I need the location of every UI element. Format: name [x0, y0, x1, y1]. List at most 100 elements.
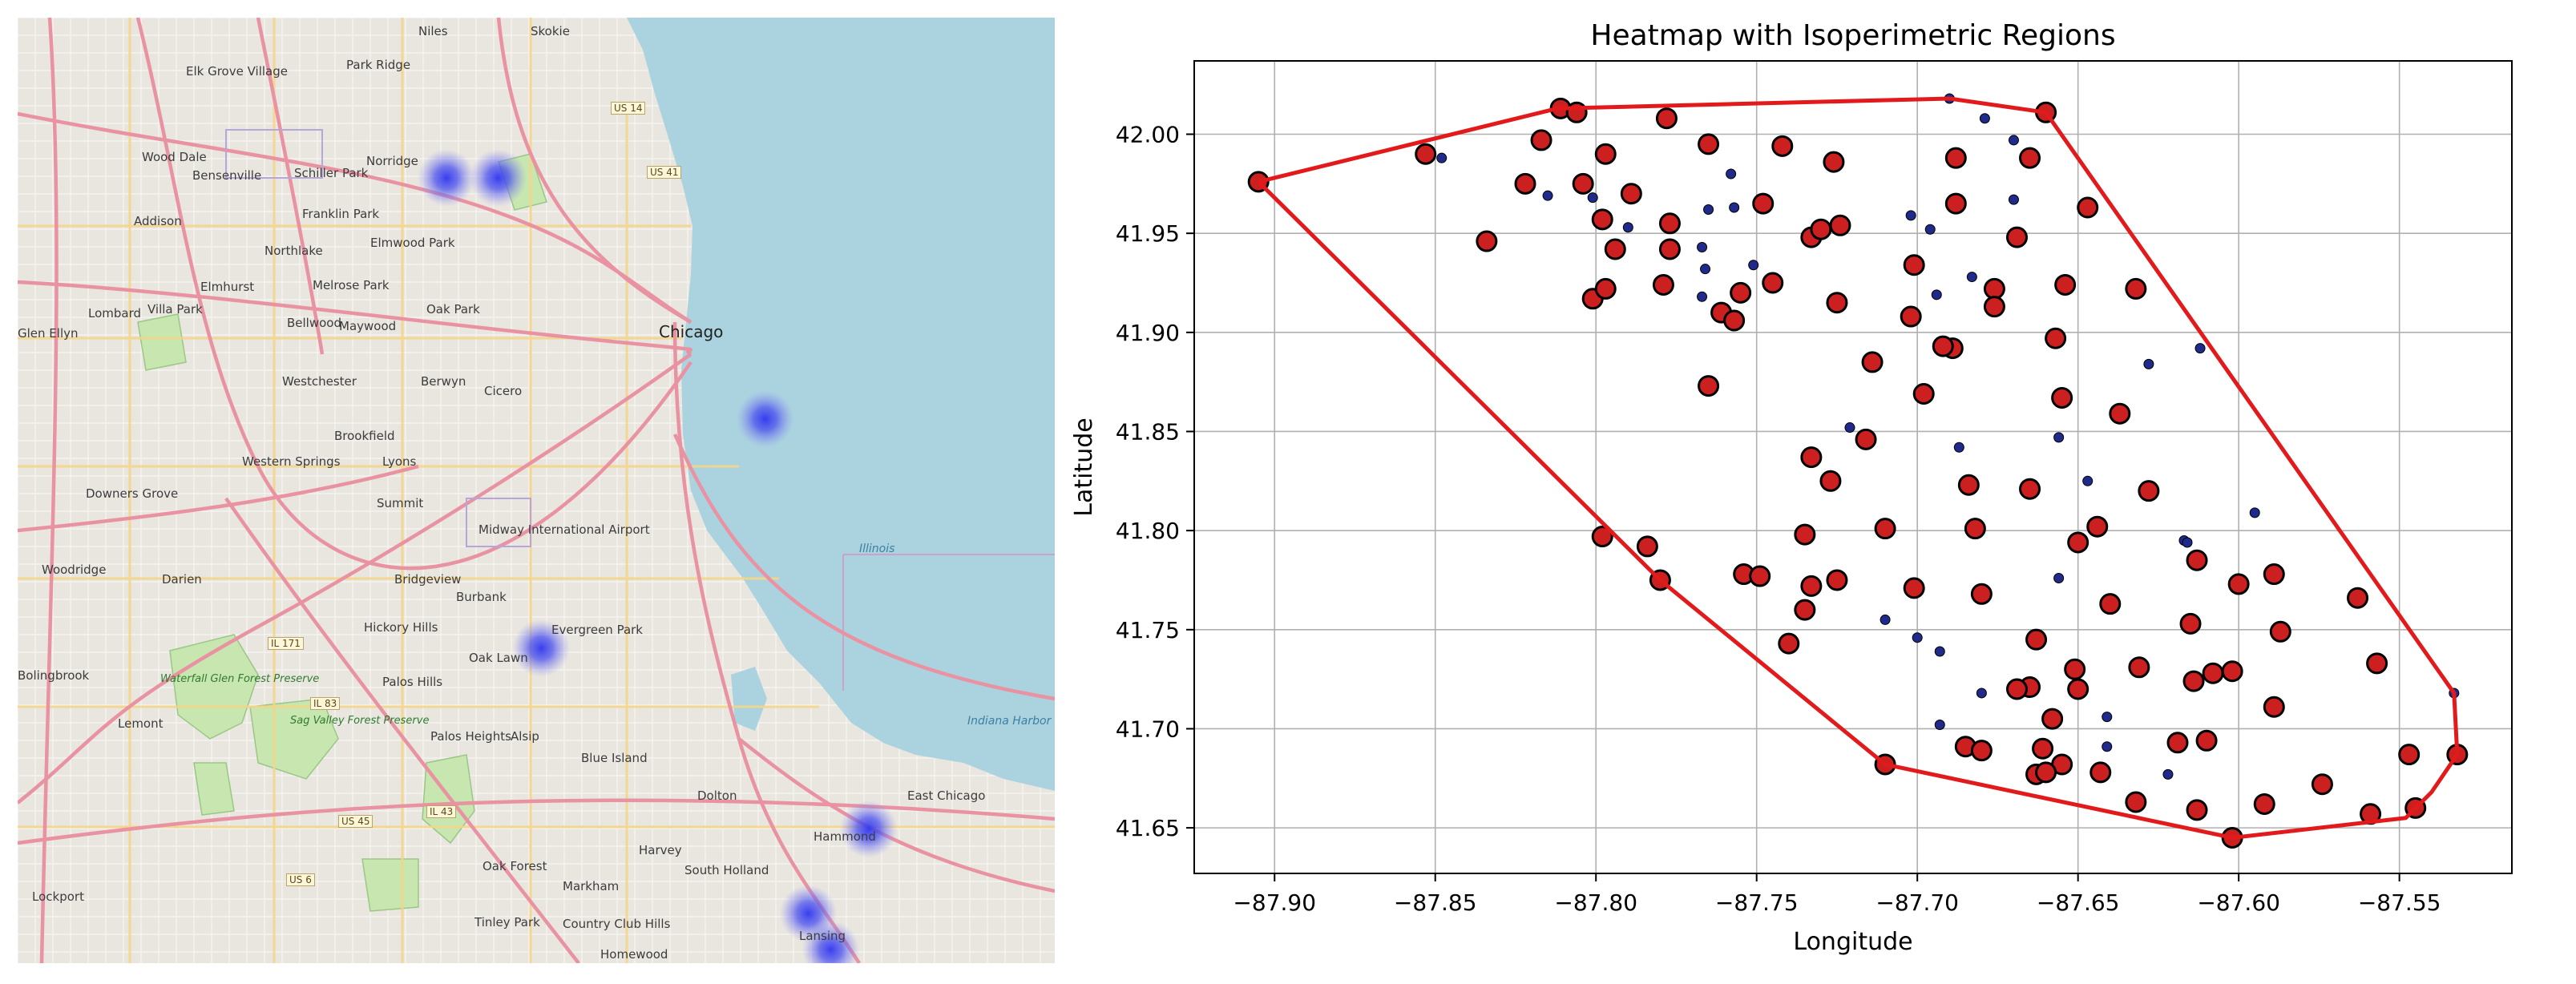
place-label-berwyn: Berwyn	[421, 374, 466, 389]
place-label-chicago: Chicago	[659, 322, 724, 341]
place-label-south-holland: South Holland	[684, 863, 769, 877]
data-point-large	[2179, 612, 2202, 635]
data-point-large	[1620, 183, 1642, 205]
data-point-large	[2019, 478, 2041, 500]
water-label-illinois: Illinois	[859, 542, 895, 555]
data-point-small	[2194, 343, 2206, 354]
lake-michigan	[627, 18, 1055, 791]
x-tick-label: −87.65	[2037, 889, 2120, 916]
place-label-palos-hills: Palos Hills	[382, 675, 443, 689]
data-point-large	[1826, 569, 1848, 591]
airports	[225, 129, 531, 547]
place-label-lockport: Lockport	[32, 889, 84, 904]
data-point-large	[2138, 480, 2160, 502]
data-point-large	[2019, 147, 2041, 169]
data-point-small	[1880, 614, 1891, 625]
data-point-large	[2089, 761, 2112, 784]
place-label-lemont: Lemont	[118, 716, 164, 731]
heat-spot	[512, 619, 571, 677]
place-label-cicero: Cicero	[484, 384, 523, 398]
x-tick-label: −87.70	[1875, 889, 1959, 916]
route-shield-il43: IL 43	[426, 805, 457, 818]
place-label-elk-grove: Elk Grove Village	[186, 64, 288, 79]
data-point-large	[2109, 402, 2131, 425]
place-label-elmhurst: Elmhurst	[200, 280, 255, 294]
data-point-large	[2099, 593, 2122, 615]
data-point-large	[2128, 656, 2150, 679]
data-point-small	[1697, 241, 1708, 252]
data-point-large	[1912, 382, 1935, 405]
place-label-homewood: Homewood	[600, 947, 668, 962]
place-label-oak-lawn: Oak Lawn	[469, 651, 528, 665]
data-point-large	[2398, 744, 2421, 766]
data-point-small	[1703, 204, 1714, 215]
heat-spot	[801, 921, 860, 963]
data-point-large	[1819, 470, 1842, 492]
data-point-large	[1970, 583, 1993, 605]
data-point-large	[2067, 678, 2089, 700]
data-point-large	[2269, 620, 2291, 643]
place-label-brookfield: Brookfield	[334, 429, 395, 443]
data-point-large	[1762, 272, 1784, 294]
y-tick-label: 41.65	[1116, 815, 1180, 841]
x-tick-label: −87.60	[2197, 889, 2280, 916]
data-point-small	[2008, 135, 2019, 146]
data-point-small	[2008, 194, 2019, 205]
data-point-large	[2263, 563, 2285, 586]
indiana-harbor	[939, 691, 1003, 763]
plot-frame	[1193, 60, 2513, 874]
place-label-oak-forest: Oak Forest	[482, 859, 547, 873]
basemap-tiles	[18, 18, 1055, 963]
data-point-large	[2227, 573, 2250, 595]
route-shield-us45: US 45	[338, 815, 373, 828]
data-point-small	[1924, 224, 1936, 235]
data-point-large	[1964, 518, 1986, 540]
data-point-large	[1530, 129, 1552, 151]
route-shield-us6: US 6	[286, 873, 315, 886]
data-point-large	[1636, 535, 1658, 558]
data-point-small	[2053, 432, 2065, 443]
data-point-small	[1748, 260, 1759, 271]
place-label-markham: Markham	[563, 879, 620, 893]
place-label-woodridge: Woodridge	[42, 563, 107, 577]
place-label-villa-park: Villa Park	[147, 302, 203, 317]
data-point-large	[1730, 281, 1752, 304]
place-label-northlake: Northlake	[264, 244, 323, 258]
data-point-large	[1970, 740, 1993, 762]
scatter-chart: Heatmap with Isoperimetric Regions −87.9…	[1070, 19, 2513, 956]
place-label-westchester: Westchester	[282, 374, 357, 389]
data-point-small	[1953, 442, 1964, 453]
data-point-large	[1652, 273, 1674, 296]
place-label-franklin-park: Franklin Park	[302, 207, 380, 221]
data-point-large	[1794, 523, 1816, 546]
heat-spot	[418, 149, 475, 207]
data-point-large	[2263, 696, 2285, 718]
x-tick-label: −87.55	[2358, 889, 2441, 916]
place-label-bensenville: Bensenville	[192, 168, 262, 183]
chart-panel: Heatmap with Isoperimetric Regions −87.9…	[1058, 0, 2576, 984]
data-point-small	[1931, 289, 1942, 300]
data-point-small	[1542, 190, 1553, 201]
x-tick-label: −87.80	[1554, 889, 1637, 916]
data-point-large	[2347, 587, 2369, 609]
place-label-lyons: Lyons	[382, 454, 417, 469]
data-point-large	[1749, 565, 1771, 587]
data-point-large	[2125, 277, 2147, 300]
place-label-niles: Niles	[418, 24, 448, 38]
data-point-large	[1826, 292, 1848, 314]
place-label-palos-heights: Palos Heights	[430, 729, 511, 744]
data-point-large	[2086, 515, 2109, 538]
place-label-lombard: Lombard	[88, 306, 142, 321]
data-point-small	[1726, 168, 1737, 179]
data-point-large	[2051, 386, 2073, 409]
data-point-large	[1514, 172, 1536, 195]
data-point-large	[2253, 792, 2275, 815]
data-point-large	[1829, 214, 1851, 236]
place-label-country-club-hills: Country Club Hills	[563, 917, 671, 931]
data-point-large	[2182, 670, 2205, 692]
data-point-large	[1903, 577, 1925, 599]
heat-spot	[736, 390, 794, 448]
x-tick-label: −87.85	[1394, 889, 1477, 916]
basemap-panel[interactable]: Niles Skokie Elk Grove Village Park Ridge Wo…	[18, 18, 1055, 963]
place-label-park-ridge: Park Ridge	[346, 58, 411, 72]
